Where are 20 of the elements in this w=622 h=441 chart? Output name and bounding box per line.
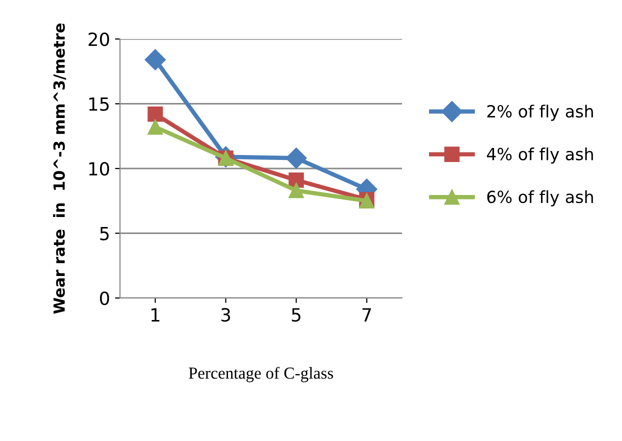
x-tick-label: 3 bbox=[221, 308, 230, 322]
legend-label: 4% of fly ash bbox=[486, 147, 593, 164]
x-tick-label: 5 bbox=[292, 308, 300, 322]
y-tick-label: 20 bbox=[88, 32, 110, 46]
y-tick-label: 10 bbox=[89, 162, 110, 176]
point bbox=[288, 172, 304, 188]
x-tick-label: 1 bbox=[151, 308, 160, 322]
point bbox=[148, 119, 163, 135]
legend-label: 2% of fly ash bbox=[487, 104, 593, 121]
x-axis-title: Percentage of C-glass bbox=[188, 366, 334, 382]
point bbox=[144, 49, 166, 70]
legend-label: 6% of fly ash bbox=[487, 190, 593, 206]
point bbox=[286, 148, 307, 169]
y-tick-label: 0 bbox=[100, 291, 110, 306]
point bbox=[148, 106, 163, 122]
y-axis-title: Wear rate in 10^-3 mm^3/metre bbox=[53, 24, 66, 314]
x-tick-label: 7 bbox=[362, 308, 371, 322]
y-tick-label: 15 bbox=[89, 97, 109, 111]
y-tick-label: 5 bbox=[100, 226, 109, 240]
point bbox=[288, 182, 304, 198]
